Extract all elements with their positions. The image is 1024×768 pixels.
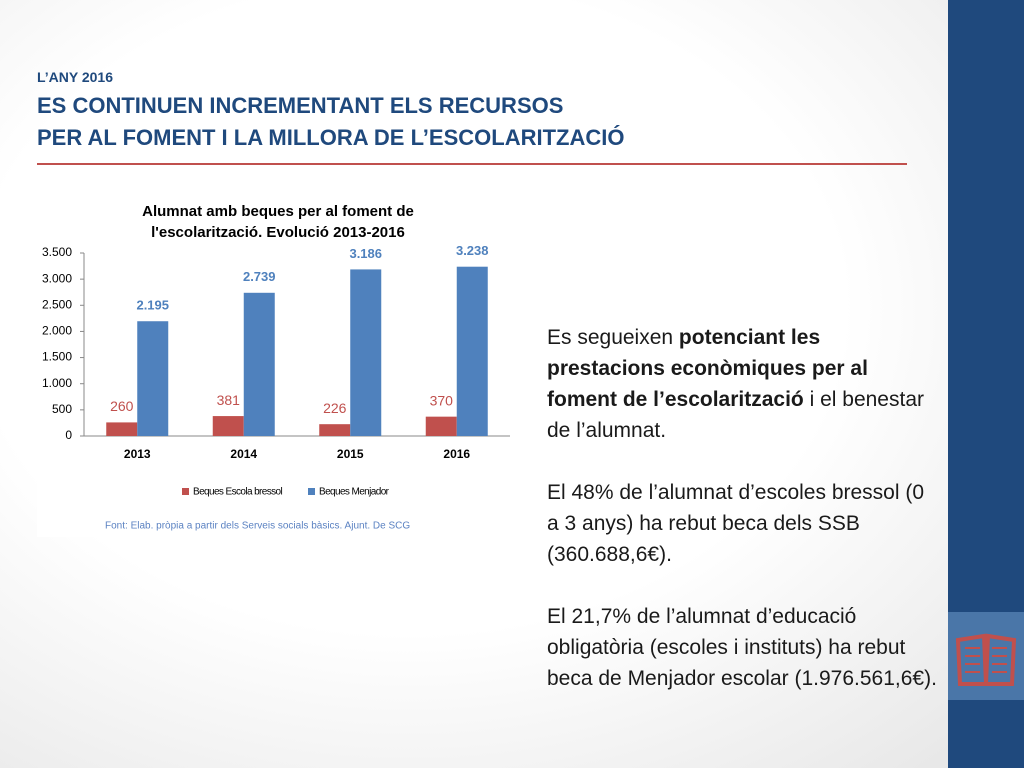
x-tick-label: 2015 [337,447,364,461]
paragraph: El 48% de l’alumnat d’escoles bressol (0… [547,477,937,570]
data-label: 2.195 [136,298,169,313]
y-tick-label: 2.500 [42,297,72,311]
x-tick-label: 2016 [443,447,470,461]
data-label: 260 [110,398,134,414]
data-label: 3.238 [456,243,489,258]
y-tick-label: 0 [65,428,72,442]
bar [425,416,457,436]
book-icon [955,633,1017,686]
chart-title: l'escolarització. Evolució 2013-2016 [151,224,405,241]
title-rule [37,163,907,165]
x-tick-label: 2014 [230,447,257,461]
bar [350,269,382,436]
data-label: 381 [217,392,241,408]
text-run: Es segueixen [547,326,679,349]
y-tick-label: 500 [52,402,72,416]
title-line: ES CONTINUEN INCREMENTANT ELS RECURSOS [37,93,564,118]
data-label: 226 [323,400,347,416]
bar [243,292,275,436]
y-tick-label: 2.000 [42,324,72,338]
text-run: potenciant les prestacions econòmiques p… [547,326,868,411]
title-line: PER AL FOMENT I LA MILLORA DE L’ESCOLARI… [37,125,625,150]
legend-label: Beques Escola bressol [193,487,283,498]
text-run: El 48% de l’alumnat d’escoles bressol (0… [547,481,925,566]
kicker: L’ANY 2016 [37,69,114,85]
y-tick-label: 1.000 [42,376,72,390]
paragraph: El 21,7% de l’alumnat d’educació obligat… [547,601,937,694]
text-run: i el benestar de l’alumnat. [547,388,924,442]
bar [319,424,351,436]
text-run: El 21,7% de l’alumnat d’educació obligat… [547,605,937,690]
bar [137,321,169,436]
y-tick-label: 3.500 [42,245,72,259]
data-label: 2.739 [243,269,276,284]
legend-swatch [308,488,315,495]
bar [456,266,488,436]
y-tick-label: 3.000 [42,271,72,285]
body-text: Es segueixen potenciant les prestacions … [547,322,937,725]
data-label: 370 [430,392,454,408]
sidebar-band [948,612,1024,700]
legend-label: Beques Menjador [319,487,390,498]
chart-title: Alumnat amb beques per al foment de [142,203,414,220]
chart-background [37,190,519,537]
source: Font: Elab. pròpia a partir dels Serveis… [105,521,410,532]
paragraph: Es segueixen potenciant les prestacions … [547,322,937,446]
bar [106,422,138,436]
chart: Alumnat amb beques per al foment de l'es… [37,190,519,537]
x-tick-label: 2013 [124,447,151,461]
data-label: 3.186 [349,246,382,261]
bar [212,416,244,436]
legend-swatch [182,488,189,495]
y-tick-label: 1.500 [42,350,72,364]
